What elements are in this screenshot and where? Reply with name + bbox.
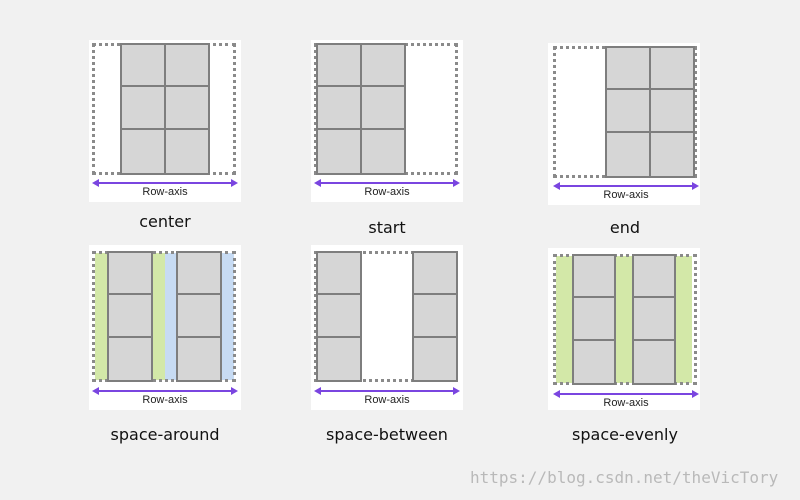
row-axis-label: Row-axis <box>603 189 649 201</box>
row-line <box>632 339 676 341</box>
arrow-left-icon <box>553 182 560 190</box>
row-axis-label: Row-axis <box>364 394 410 406</box>
row-line <box>120 85 210 87</box>
row-line <box>316 336 362 338</box>
row-line <box>412 336 458 338</box>
caption-space-between: space-between <box>326 425 448 444</box>
arrow-right-icon <box>453 387 460 395</box>
free-space-band <box>165 253 177 380</box>
row-line <box>107 336 153 338</box>
diagram-space-between: Row-axis <box>311 245 463 410</box>
arrow-right-icon <box>692 182 699 190</box>
row-axis-label: Row-axis <box>142 186 188 198</box>
column-line <box>360 43 362 175</box>
row-line <box>632 296 676 298</box>
row-line <box>412 293 458 295</box>
arrow-right-icon <box>231 179 238 187</box>
arrow-left-icon <box>92 179 99 187</box>
grid-container-outline <box>553 254 697 385</box>
caption-space-around: space-around <box>110 425 220 444</box>
grid-container-outline <box>92 251 236 382</box>
caption-end: end <box>609 218 641 237</box>
arrow-right-icon <box>692 390 699 398</box>
row-axis-arrow <box>558 185 694 187</box>
row-line <box>316 293 362 295</box>
free-space-band <box>616 256 632 383</box>
arrow-left-icon <box>553 390 560 398</box>
free-space-band <box>676 256 692 383</box>
row-axis-arrow <box>97 182 233 184</box>
row-axis-label: Row-axis <box>142 394 188 406</box>
column-line <box>649 46 651 178</box>
row-line <box>176 336 222 338</box>
free-space-band <box>95 253 107 380</box>
diagram-end: Row-axis <box>548 43 700 205</box>
row-line <box>572 339 616 341</box>
row-axis-label: Row-axis <box>603 397 649 409</box>
grid-column <box>316 251 362 382</box>
diagram-space-evenly: Row-axis <box>548 248 700 410</box>
row-axis-arrow <box>97 390 233 392</box>
arrow-right-icon <box>453 179 460 187</box>
diagram-space-around: Row-axis <box>89 245 241 410</box>
grid-column <box>107 251 153 382</box>
row-axis-arrow <box>319 182 455 184</box>
watermark-url: https://blog.csdn.net/theVicTory <box>470 468 779 487</box>
grid-column <box>572 254 616 385</box>
row-line <box>605 131 695 133</box>
arrow-left-icon <box>92 387 99 395</box>
row-line <box>316 85 406 87</box>
arrow-right-icon <box>231 387 238 395</box>
free-space-band <box>153 253 165 380</box>
grid-column <box>632 254 676 385</box>
row-line <box>120 128 210 130</box>
diagram-center: Row-axis <box>89 40 241 202</box>
grid-column <box>412 251 458 382</box>
arrow-left-icon <box>314 387 321 395</box>
row-line <box>107 293 153 295</box>
grid-column <box>176 251 222 382</box>
row-axis-arrow <box>319 390 455 392</box>
row-line <box>316 128 406 130</box>
free-space-band <box>556 256 572 383</box>
caption-space-evenly: space-evenly <box>572 425 678 444</box>
free-space-band <box>222 253 234 380</box>
column-line <box>164 43 166 175</box>
row-axis-arrow <box>558 393 694 395</box>
row-axis-label: Row-axis <box>364 186 410 198</box>
caption-center: center <box>139 212 191 231</box>
caption-start: start <box>368 218 406 237</box>
row-line <box>605 88 695 90</box>
row-line <box>176 293 222 295</box>
diagram-start: Row-axis <box>311 40 463 202</box>
arrow-left-icon <box>314 179 321 187</box>
row-line <box>572 296 616 298</box>
